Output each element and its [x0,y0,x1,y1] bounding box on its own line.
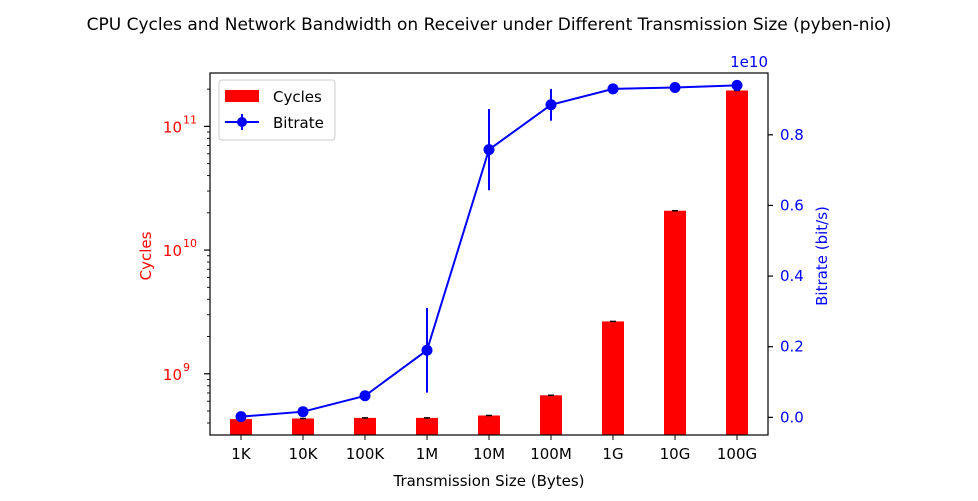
bitrate-point-100G [731,79,743,91]
right-axis-offset-text: 1e10 [730,53,768,71]
chart-title: CPU Cycles and Network Bandwidth on Rece… [87,15,892,35]
legend-cycles-label: Cycles [273,88,322,106]
bar-1G [602,321,624,435]
legend-bitrate-label: Bitrate [273,114,324,132]
x-tick-label-10G: 10G [660,445,691,463]
bitrate-point-10G [669,81,681,93]
right-tick-label-0.8: 0.8 [780,126,804,144]
x-tick-label-100K: 100K [346,445,386,463]
bar-100M [540,395,562,435]
right-tick-label-0.6: 0.6 [780,196,804,214]
bar-10M [478,415,500,435]
right-tick-label-0.4: 0.4 [780,267,804,285]
legend: Cycles Bitrate [218,79,336,141]
right-axis-label: Bitrate (bit/s) [813,206,831,306]
left-tick-label-10: 10 [163,242,182,260]
x-tick-label-100G: 100G [717,445,757,463]
left-tick-label-9: 10 [163,366,182,384]
bar-1M [416,417,438,435]
right-tick-label-0.0: 0.0 [780,408,804,426]
bitrate-point-1M [421,344,433,356]
bar-100G [726,90,748,435]
bitrate-point-10K [297,406,309,418]
x-tick-label-1K: 1K [231,445,252,463]
bars-layer [230,89,748,435]
x-tick-label-10K: 10K [289,445,319,463]
x-tick-label-1M: 1M [416,445,439,463]
bar-1K [230,419,252,435]
bitrate-point-1G [607,83,619,95]
bitrate-point-100K [359,390,371,402]
left-tick-exponent-9: 9 [183,361,190,374]
bar-10K [292,418,314,435]
x-axis-label: Transmission Size (Bytes) [392,472,584,490]
bitrate-point-1K [235,411,247,423]
bitrate-point-10M [483,144,495,156]
bar-100K [354,417,376,435]
legend-cycles-swatch [225,90,259,102]
left-tick-label-11: 10 [163,118,182,136]
line-layer [235,79,743,423]
x-tick-label-1G: 1G [602,445,623,463]
left-tick-exponent-11: 11 [183,113,197,126]
x-axis: 1K 10K 100K 1M 10M 100M 1G 10G 100G [231,435,757,463]
right-axis: 0.0 0.2 0.4 0.6 0.8 [768,126,804,426]
x-tick-label-10M: 10M [473,445,505,463]
bar-10G [664,210,686,435]
x-tick-label-100M: 100M [530,445,572,463]
left-axis-label: Cycles [137,231,155,280]
legend-bitrate-marker [237,117,247,127]
right-tick-label-0.2: 0.2 [780,338,804,356]
left-tick-exponent-10: 10 [183,237,197,250]
bitrate-point-100M [545,99,557,111]
